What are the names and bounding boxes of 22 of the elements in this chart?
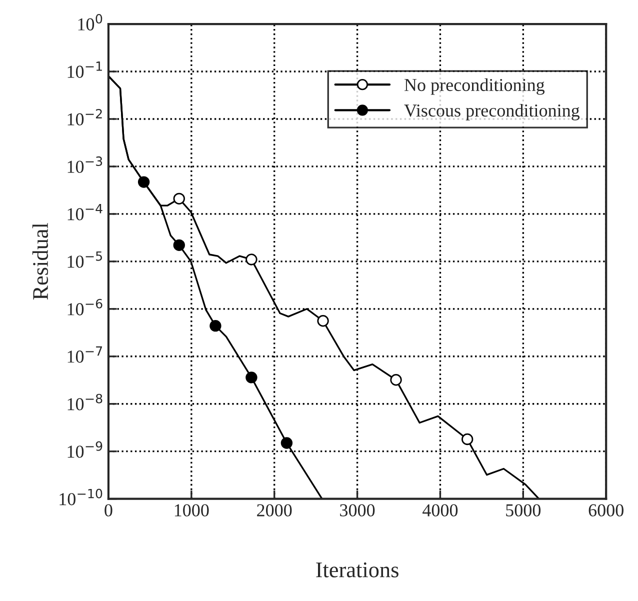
y-tick-label: 10$^{−1}$	[68, 62, 102, 78]
y-tick-label: 10$^{−7}$	[68, 346, 102, 363]
x-axis-title: Iterations	[316, 562, 398, 578]
y-tick-label: 10$^{−3}$	[68, 156, 102, 173]
y-tick-label: 10$^{−6}$	[68, 298, 102, 316]
y-tick-label: 10$^{−4}$	[68, 204, 102, 220]
x-tick-label: 6000	[588, 504, 624, 516]
y-tick-label: 10$^{−8}$	[68, 394, 102, 410]
x-tick-label: 0	[104, 504, 112, 516]
x-tick-label: 1000	[174, 504, 209, 516]
y-tick-label: 10$^{−2}$	[68, 108, 102, 126]
y-tick-label: 10$^{0}$	[78, 14, 102, 30]
y-tick-label: 10$^{−5}$	[68, 251, 102, 268]
x-tick-label: 2000	[257, 504, 292, 516]
x-tick-label: 4000	[422, 504, 458, 516]
legend-label: Viscous preconditioning	[404, 104, 580, 120]
y-axis-title: Residual	[32, 223, 48, 300]
legend-label: No preconditioning	[404, 78, 545, 95]
x-tick-label: 5000	[506, 504, 541, 516]
x-tick-label: 3000	[340, 504, 375, 516]
y-tick-label: 10$^{−9}$	[68, 441, 102, 458]
y-tick-label: 10$^{−10}$	[60, 488, 102, 506]
